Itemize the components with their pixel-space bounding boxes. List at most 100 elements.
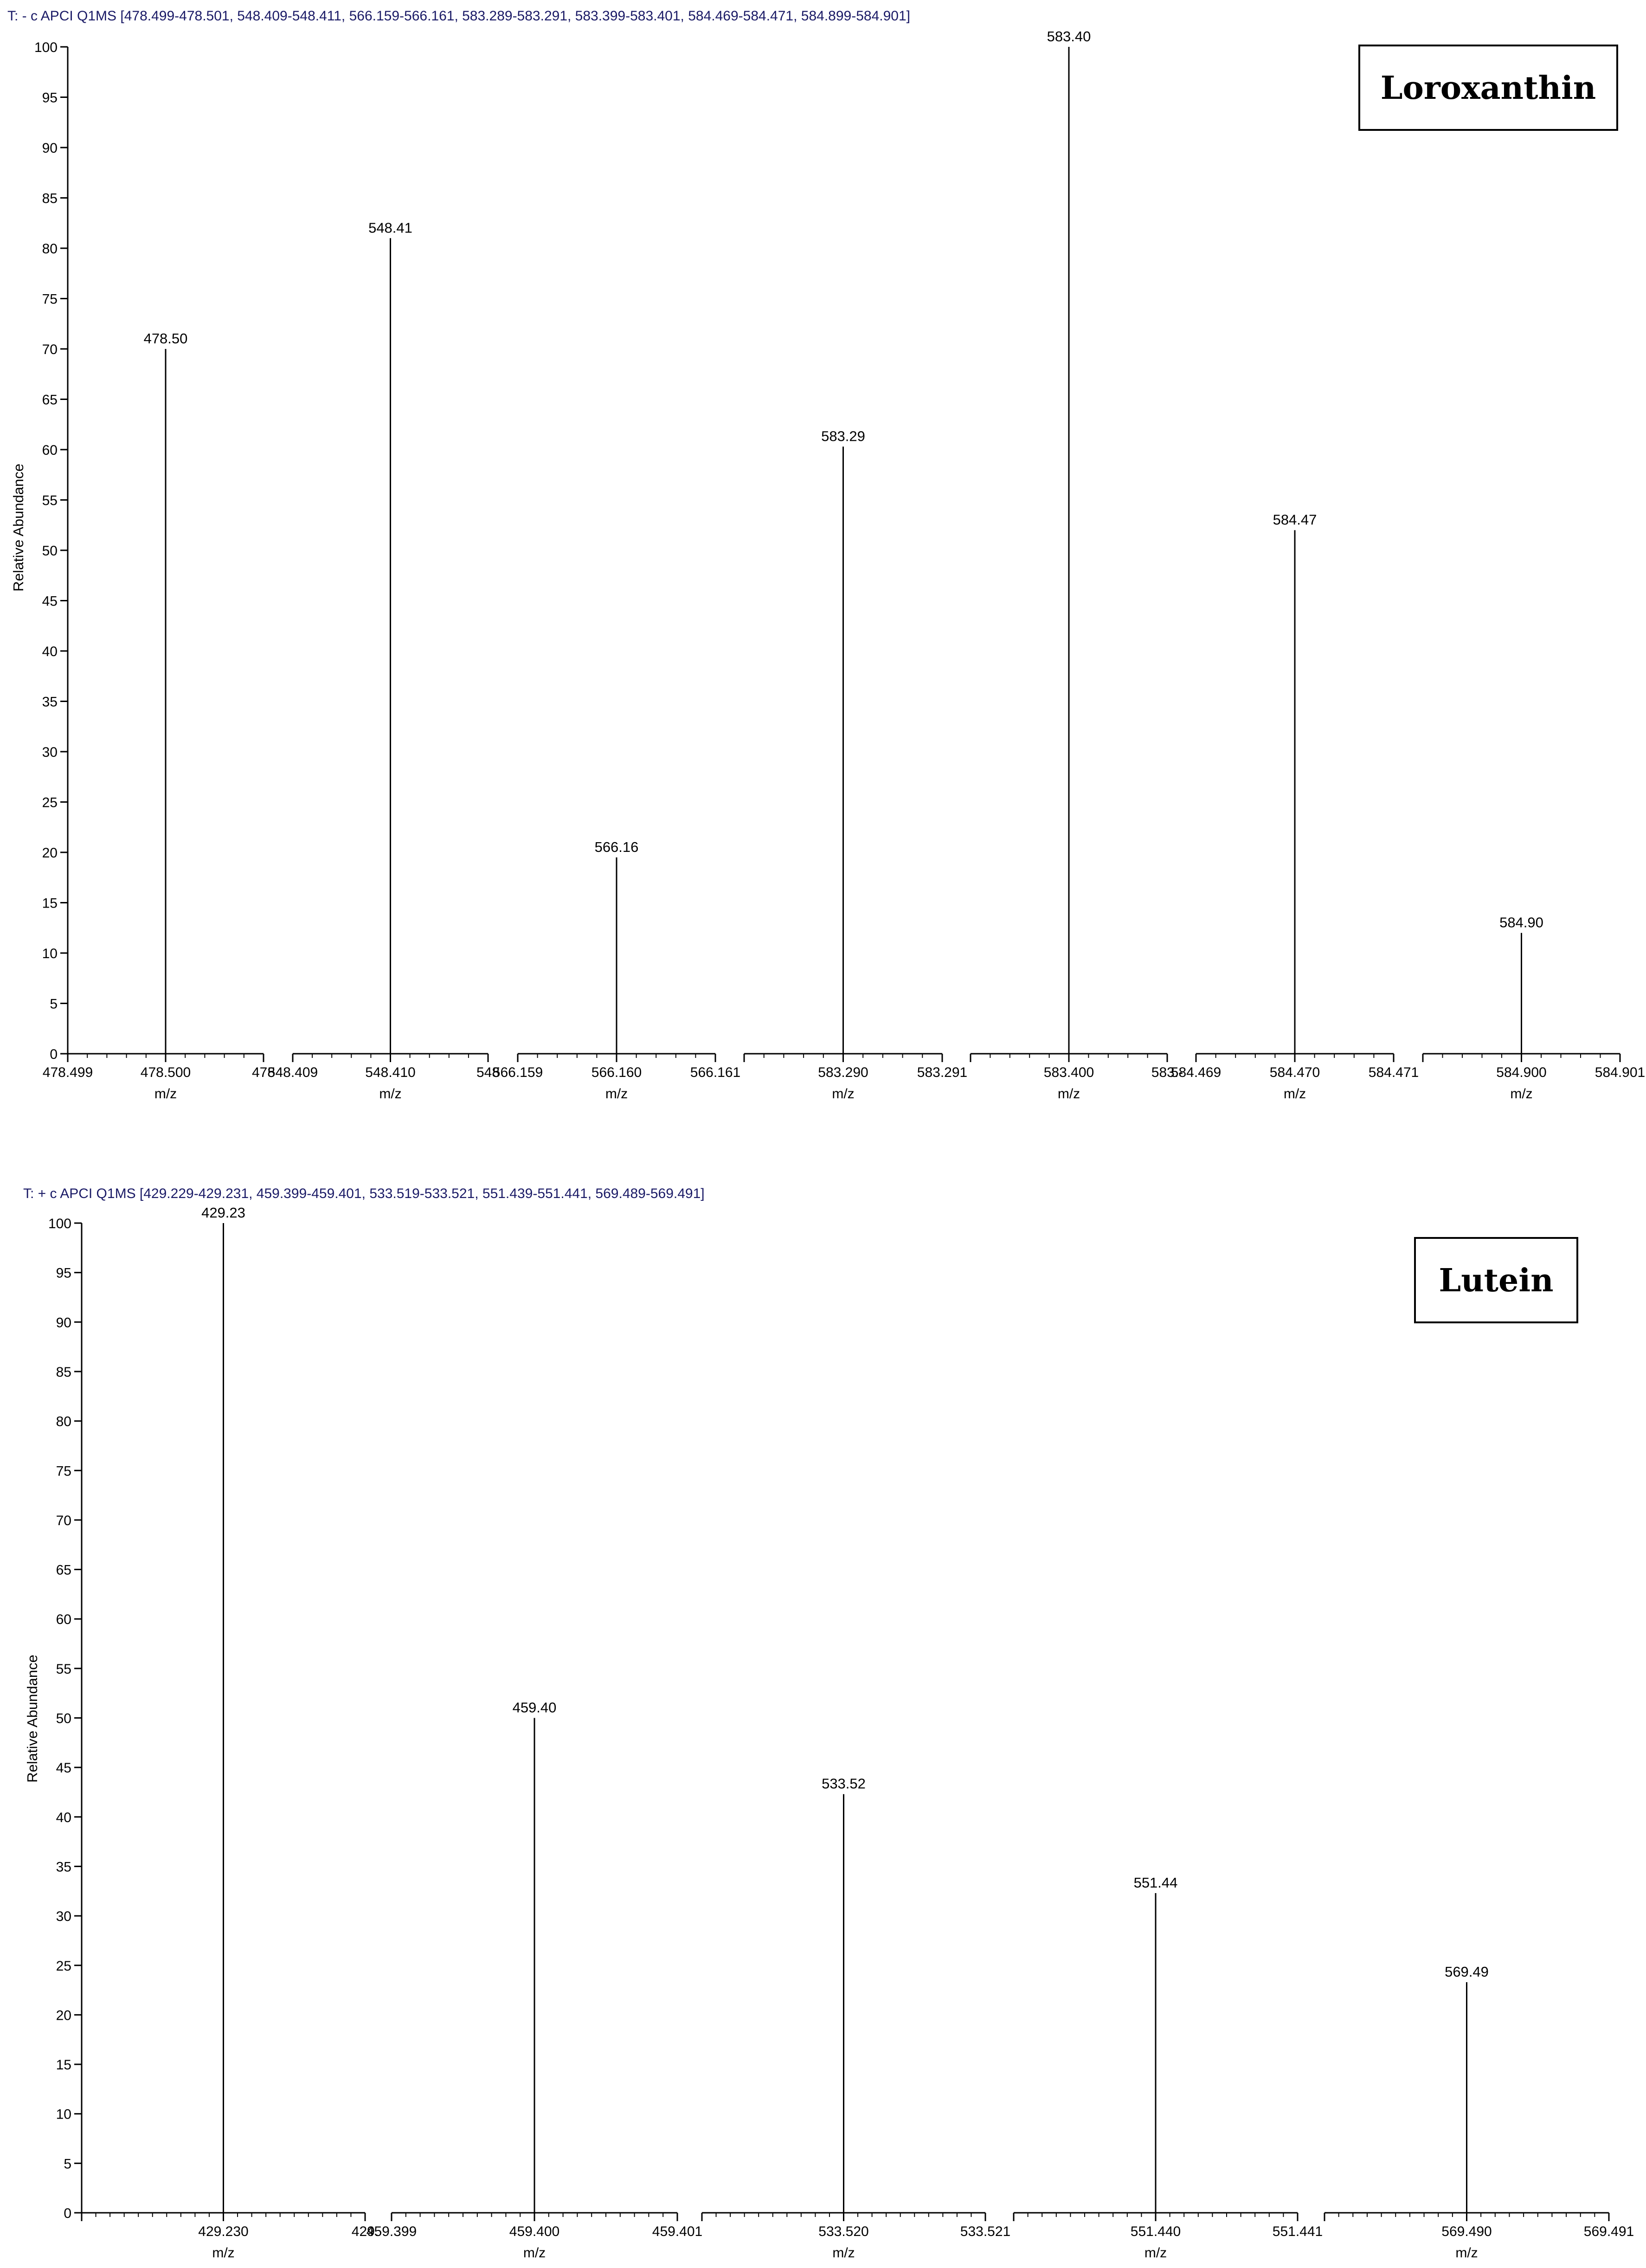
- lutein-segment-2: 459.399 459.400 459.401 m/z 459.40: [366, 1700, 702, 2261]
- lutein-y-tick-label: 65: [56, 1563, 71, 1578]
- peak-label: 569.49: [1445, 1964, 1489, 1980]
- lutein-x-axis-segments: 429.230 429. m/z 429.23 459.399 459.400 459.40…: [81, 1205, 1634, 2261]
- lutein-segment-5: 569.490 569.491 m/z 569.49: [1324, 1964, 1634, 2261]
- lutein-spectrum-panel: T: + c APCI Q1MS [429.229-429.231, 459.3…: [23, 1186, 1634, 2261]
- lutein-y-tick-label: 100: [48, 1216, 71, 1231]
- x-axis-label: m/z: [523, 2245, 546, 2261]
- x-tick-label: 533.520: [818, 2224, 868, 2239]
- loroxanthin-y-tick-label: 90: [42, 141, 58, 156]
- x-tick-label: 429.: [352, 2224, 379, 2239]
- lutein-y-tick-label: 30: [56, 1909, 71, 1924]
- x-axis-label: m/z: [1144, 2245, 1167, 2261]
- loroxanthin-y-tick-label: 10: [42, 946, 58, 961]
- peak-label: 584.90: [1499, 915, 1543, 931]
- loroxanthin-y-tick-label: 30: [42, 745, 58, 760]
- loroxanthin-compound-box: [1358, 45, 1618, 131]
- loroxanthin-y-tick-label: 15: [42, 896, 58, 911]
- x-tick-label: 584.901: [1595, 1065, 1645, 1080]
- x-tick-label: 584.900: [1496, 1065, 1546, 1080]
- peak-label: 583.40: [1047, 28, 1091, 45]
- x-axis-label: m/z: [379, 1086, 401, 1102]
- peak-label: 548.41: [368, 219, 412, 236]
- loroxanthin-y-tick-label: 35: [42, 695, 58, 710]
- lutein-segment-1: 429.230 429. m/z 429.23: [81, 1205, 379, 2261]
- lutein-y-tick-label: 75: [56, 1463, 71, 1479]
- loroxanthin-y-tick-label: 70: [42, 342, 58, 357]
- loroxanthin-scan-header: T: - c APCI Q1MS [478.499-478.501, 548.4…: [7, 8, 910, 24]
- lutein-y-tick-label: 45: [56, 1760, 71, 1776]
- loroxanthin-y-tick-label: 20: [42, 845, 58, 861]
- lutein-y-tick-label: 40: [56, 1810, 71, 1825]
- x-axis-label: m/z: [1455, 2245, 1478, 2261]
- x-tick-label: 569.490: [1441, 2224, 1492, 2239]
- x-tick-label: 548: [476, 1065, 500, 1080]
- loroxanthin-segment-1: 478.499 478.500 478 m/z 478.50: [43, 330, 275, 1102]
- x-tick-label: 459.401: [652, 2224, 702, 2239]
- x-tick-label: 429.230: [198, 2224, 248, 2239]
- loroxanthin-segment-6: 584.469 584.470 584.471 m/z 584.47: [1171, 512, 1419, 1102]
- loroxanthin-y-tick-label: 100: [34, 40, 58, 55]
- loroxanthin-y-tick-label: 40: [42, 644, 58, 659]
- peak-label: 583.29: [821, 428, 865, 444]
- x-tick-label: 459.400: [509, 2224, 559, 2239]
- loroxanthin-segment-3: 566.159 566.160 566.161 m/z 566.16: [493, 839, 740, 1102]
- loroxanthin-y-tick-label: 60: [42, 443, 58, 458]
- lutein-y-tick-label: 20: [56, 2008, 71, 2023]
- x-tick-label: 583.-: [1151, 1065, 1183, 1080]
- x-axis-label: m/z: [1058, 1086, 1080, 1102]
- loroxanthin-spectrum-panel: T: - c APCI Q1MS [478.499-478.501, 548.4…: [7, 8, 1645, 1102]
- lutein-y-tick-label: 25: [56, 1959, 71, 1974]
- x-tick-label: 583.290: [818, 1065, 868, 1080]
- loroxanthin-segment-5: 583.400 583.- m/z 583.40: [970, 28, 1183, 1102]
- lutein-compound-box: [1414, 1237, 1578, 1323]
- lutein-y-tick-label: 90: [56, 1315, 71, 1330]
- lutein-y-tick-label: 55: [56, 1662, 71, 1677]
- lutein-y-tick-label: 5: [64, 2156, 71, 2171]
- x-tick-label: 548.410: [365, 1065, 415, 1080]
- lutein-y-tick-label: 50: [56, 1711, 71, 1727]
- x-tick-label: 584.469: [1171, 1065, 1221, 1080]
- x-axis-label: m/z: [832, 2245, 855, 2261]
- lutein-segment-4: 551.440 551.441 m/z 551.44: [1013, 1875, 1323, 2261]
- x-tick-label: 459.399: [366, 2224, 417, 2239]
- loroxanthin-y-tick-label: 5: [50, 997, 58, 1012]
- lutein-scan-header: T: + c APCI Q1MS [429.229-429.231, 459.3…: [23, 1186, 705, 1201]
- loroxanthin-y-tick-label: 0: [50, 1047, 58, 1062]
- loroxanthin-y-tick-label: 85: [42, 191, 58, 206]
- loroxanthin-segment-7: 584.900 584.901 m/z 584.90: [1422, 915, 1645, 1102]
- x-tick-label: 566.161: [690, 1065, 740, 1080]
- loroxanthin-y-axis: 0 5 10 15 20 25 30 35 40 45 50 55 60 65 70 75 80 85 90 95 10…: [34, 40, 69, 1062]
- x-tick-label: 551.441: [1273, 2224, 1323, 2239]
- x-tick-label: 566.160: [592, 1065, 642, 1080]
- loroxanthin-segment-2: 548.409 548.410 548 m/z 548.41: [268, 219, 500, 1102]
- x-tick-label: 533.521: [960, 2224, 1010, 2239]
- x-axis-label: m/z: [1284, 1086, 1306, 1102]
- lutein-y-tick-label: 95: [56, 1266, 71, 1281]
- peak-label: 551.44: [1134, 1875, 1178, 1891]
- lutein-y-tick-label: 10: [56, 2107, 71, 2122]
- lutein-compound-label: Lutein: [1439, 1262, 1553, 1299]
- lutein-y-axis: 0 5 10 15 20 25 30 35 40 45 50 55 60 65 70 75 80 85 90 95 10…: [48, 1216, 83, 2221]
- loroxanthin-y-tick-label: 45: [42, 594, 58, 609]
- loroxanthin-y-tick-label: 75: [42, 292, 58, 307]
- x-tick-label: 566.159: [493, 1065, 543, 1080]
- lutein-segment-3: 533.520 533.521 m/z 533.52: [701, 1776, 1010, 2261]
- loroxanthin-segment-4: 583.290 583.291 m/z 583.29: [743, 428, 967, 1102]
- loroxanthin-compound-label: Loroxanthin: [1381, 70, 1596, 107]
- lutein-y-tick-label: 35: [56, 1859, 71, 1875]
- loroxanthin-y-tick-label: 50: [42, 543, 58, 559]
- x-tick-label: 551.440: [1131, 2224, 1181, 2239]
- x-tick-label: 583.400: [1044, 1065, 1094, 1080]
- lutein-y-tick-label: 15: [56, 2057, 71, 2073]
- loroxanthin-y-tick-label: 65: [42, 393, 58, 408]
- x-axis-label: m/z: [1510, 1086, 1532, 1102]
- lutein-y-tick-label: 0: [64, 2206, 71, 2221]
- x-tick-label: 584.470: [1270, 1065, 1320, 1080]
- x-axis-label: m/z: [605, 1086, 628, 1102]
- loroxanthin-y-axis-label: Relative Abundance: [10, 464, 26, 592]
- loroxanthin-y-tick-label: 25: [42, 795, 58, 811]
- x-tick-label: 478: [252, 1065, 275, 1080]
- x-axis-label: m/z: [832, 1086, 854, 1102]
- peak-label: 478.50: [144, 330, 188, 347]
